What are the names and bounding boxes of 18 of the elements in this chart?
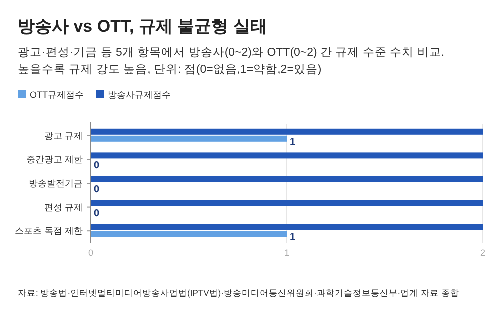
legend-label: 방송사규제점수 (108, 90, 171, 100)
legend-label: OTT규제점수 (30, 90, 84, 100)
data-label: 0 (94, 160, 100, 172)
chart-title: 방송사 vs OTT, 규제 불균형 실태 (18, 17, 268, 36)
y-tick-label: 방송발전기금 (29, 178, 83, 188)
y-tick-label: 편성 규제 (44, 202, 83, 212)
data-label: 0 (94, 208, 100, 220)
x-tick-label: 2 (480, 248, 486, 258)
text: 자료: 방송법·인터넷멀티미디어방송사업법(IPTV법)·방송미디어통신위원회·과학기술정보통신부·업계 자료 종합 (18, 288, 460, 298)
data-label: 0 (94, 184, 100, 196)
y-tick-label: 스포츠 독점 제한 (14, 226, 83, 236)
data-label: 1 (290, 136, 296, 148)
x-tick-label: 0 (88, 248, 94, 258)
x-tick-label: 1 (284, 248, 290, 258)
y-tick-label: 광고 규제 (44, 130, 83, 141)
chart-subtitle: 광고·편성·기금 등 5개 항목에서 방송사(0~2)와 OTT(0~2) 간 규제 수준 수치 비교. 높을수록 규제 강도 높음, 단위: 점(0=없음,1=약함,2=있음) (18, 47, 445, 76)
data-label: 1 (290, 232, 296, 244)
y-tick-label: 중간광고 제한 (26, 154, 83, 165)
